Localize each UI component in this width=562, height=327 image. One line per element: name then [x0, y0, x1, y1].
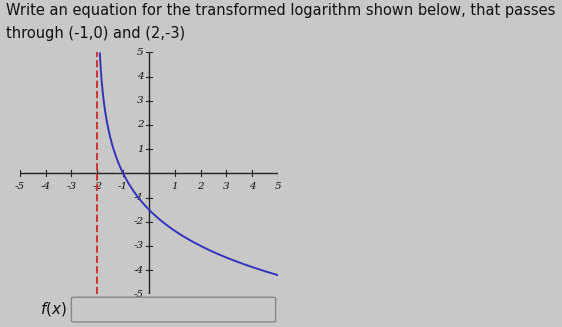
- Text: -5: -5: [134, 290, 144, 299]
- Text: $f(x)=$: $f(x)=$: [40, 300, 83, 318]
- Text: -5: -5: [15, 182, 25, 191]
- Text: 3: 3: [223, 182, 230, 191]
- Text: -4: -4: [40, 182, 51, 191]
- Text: 4: 4: [249, 182, 256, 191]
- Text: -3: -3: [134, 241, 144, 250]
- Text: -2: -2: [92, 182, 102, 191]
- Text: -1: -1: [134, 193, 144, 202]
- Text: -1: -1: [118, 182, 128, 191]
- Text: 1: 1: [171, 182, 178, 191]
- Text: -4: -4: [134, 266, 144, 275]
- Text: 1: 1: [137, 145, 144, 154]
- Text: 4: 4: [137, 72, 144, 81]
- Text: -3: -3: [66, 182, 76, 191]
- Text: 5: 5: [137, 48, 144, 57]
- Text: 5: 5: [275, 182, 282, 191]
- Text: 3: 3: [137, 96, 144, 105]
- Text: 2: 2: [137, 120, 144, 129]
- Text: -2: -2: [134, 217, 144, 226]
- Text: 2: 2: [197, 182, 204, 191]
- FancyBboxPatch shape: [71, 297, 275, 322]
- Text: through (-1,0) and (2,-3): through (-1,0) and (2,-3): [6, 26, 185, 41]
- Text: Write an equation for the transformed logarithm shown below, that passes: Write an equation for the transformed lo…: [6, 3, 555, 18]
